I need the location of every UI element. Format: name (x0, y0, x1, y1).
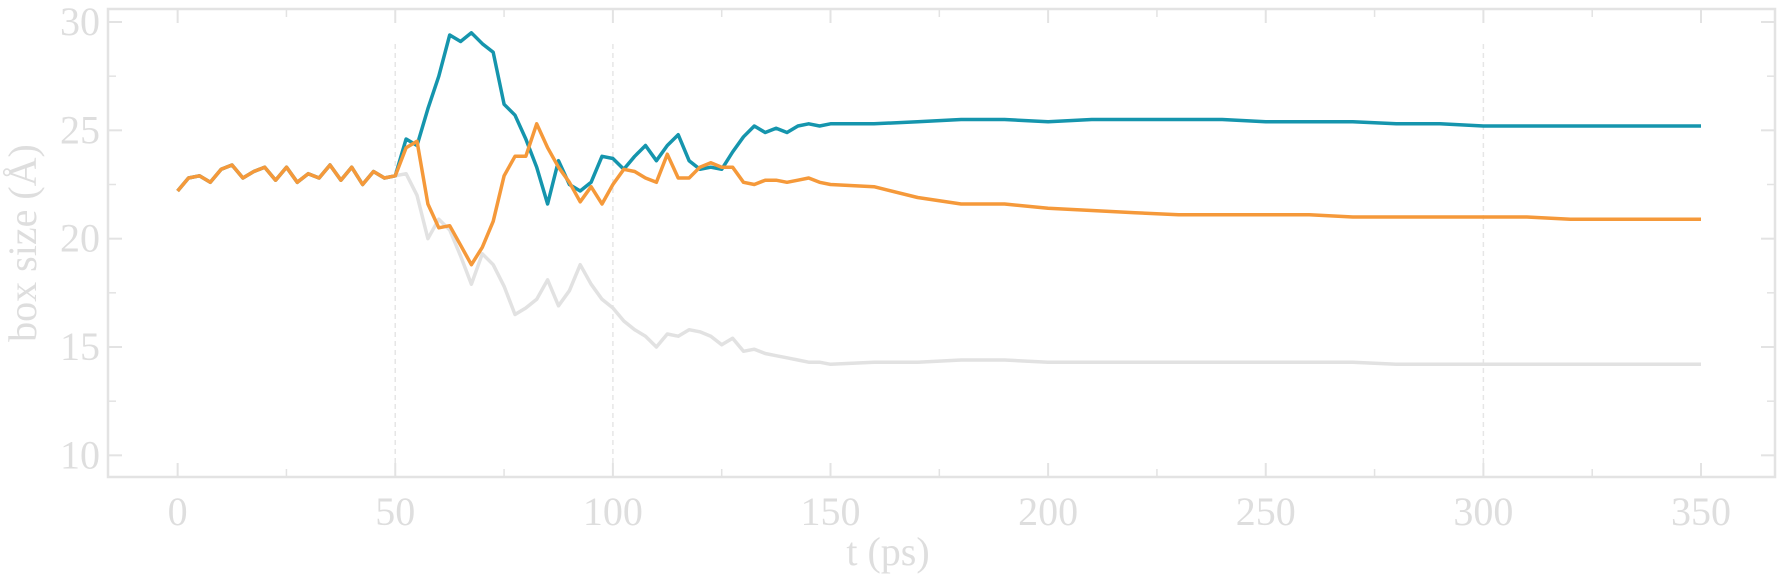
x-tick-label: 100 (583, 489, 643, 534)
x-tick-label: 200 (1018, 489, 1078, 534)
y-tick-label: 15 (60, 324, 100, 369)
series-line (176, 31, 1701, 206)
x-tick-label: 250 (1236, 489, 1296, 534)
y-tick-label: 30 (60, 0, 100, 44)
x-tick-label: 50 (375, 489, 415, 534)
y-tick-label: 20 (60, 216, 100, 261)
x-tick-label: 0 (168, 489, 188, 534)
x-tick-label: 350 (1671, 489, 1731, 534)
series-line (176, 122, 1701, 267)
y-tick-label: 10 (60, 432, 100, 477)
y-axis-label: box size (Å) (0, 144, 45, 342)
series-line (176, 163, 1701, 367)
x-tick-label: 150 (801, 489, 861, 534)
x-tick-label: 300 (1453, 489, 1513, 534)
plot-frame (106, 7, 1777, 479)
x-axis-label: t (ps) (846, 529, 929, 574)
y-tick-label: 25 (60, 107, 100, 152)
